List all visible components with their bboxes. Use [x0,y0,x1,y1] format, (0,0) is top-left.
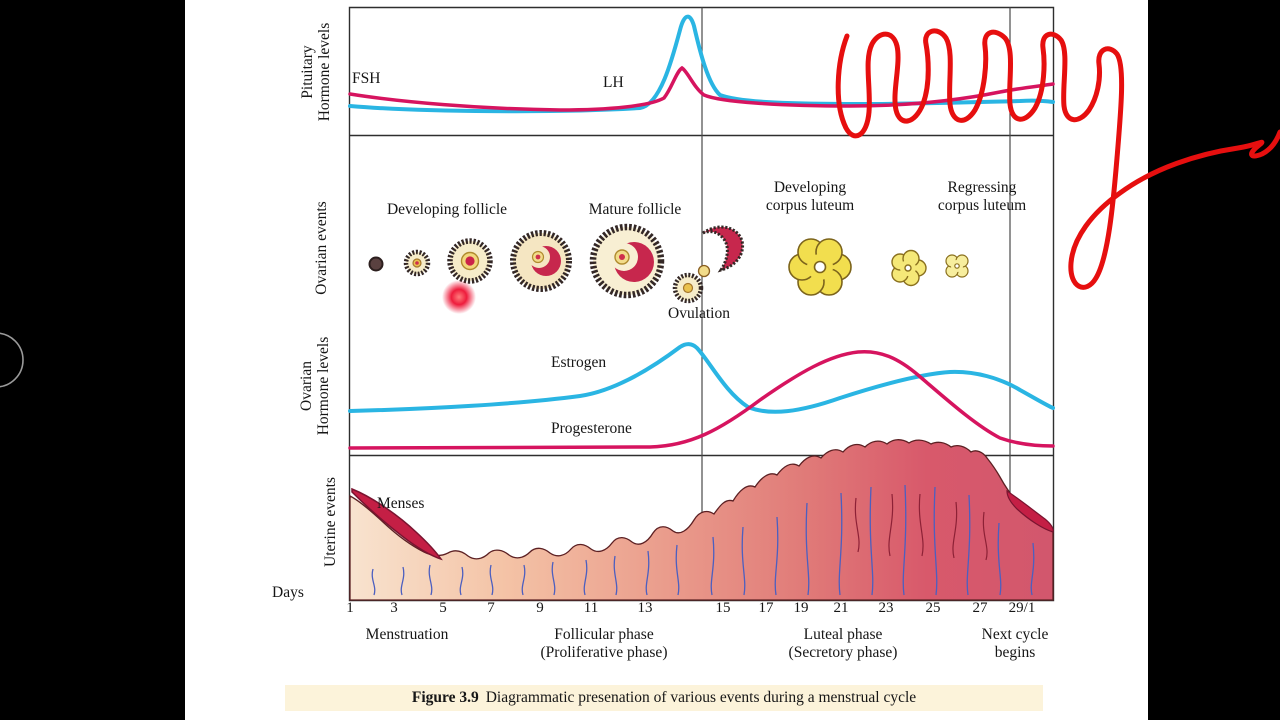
mature-follicle-label: Mature follicle [588,201,682,218]
ruptured-follicle [697,225,745,278]
regressing-corpus-luteum-2 [945,254,969,278]
day-tick: 5 [439,600,447,616]
ovulating-follicle [672,272,704,304]
fsh-curve [348,65,1055,112]
regressing-corpus-luteum-line2: corpus luteum [937,197,1027,214]
endometrium-vessels-dark [854,493,988,561]
endometrium-illustration [349,439,1054,601]
primordial-follicle [368,256,384,272]
primary-follicle [403,249,431,277]
estrogen-curve [348,342,1055,414]
phase-luteal-line2: (Secretory phase) [788,643,898,661]
day-tick: 1 [346,600,354,616]
lh-label: LH [603,74,624,91]
fsh-label: FSH [352,70,381,87]
secondary-follicle [447,238,493,284]
figure-caption: Figure 3.9 Diagrammatic presenation of v… [285,685,1043,711]
day-tick: 7 [487,600,495,616]
progesterone-label: Progesterone [551,420,632,437]
ovulation-label: Ovulation [668,305,730,322]
surge-handwriting-annotation [835,28,1280,290]
endometrium-vessels [371,484,1035,596]
developing-follicle-label: Developing follicle [386,201,508,218]
developing-corpus-luteum-illustration [788,238,852,296]
phase-next-cycle-line2: begins [994,643,1036,661]
developing-corpus-luteum-label: Developing corpus luteum [730,179,890,215]
regressing-corpus-luteum-line1: Regressing [947,179,1017,196]
day-tick: 9 [536,600,544,616]
laser-pointer-dot [442,280,476,314]
day-tick: 19 [793,600,809,616]
day-tick: 3 [390,600,398,616]
day-tick: 17 [758,600,774,616]
day-tick: 11 [583,600,599,616]
mature-follicle-illustration [589,223,665,299]
cycle-end-shedding [1006,489,1054,533]
menses-shedding [351,487,443,561]
tertiary-follicle [510,230,572,292]
phase-follicular: Follicular phase (Proliferative phase) [489,626,719,661]
phase-luteal-line1: Luteal phase [803,626,883,643]
day-tick: 23 [878,600,894,616]
phase-next-cycle-line1: Next cycle [981,626,1049,643]
regressing-corpus-luteum-1 [891,249,927,287]
figure-caption-number: Figure 3.9 [411,689,479,706]
phase-follicular-line2: (Proliferative phase) [540,643,668,661]
days-axis-label: Days [272,584,304,601]
day-tick: 21 [833,600,849,616]
developing-corpus-luteum-line1: Developing [773,179,847,196]
phase-follicular-line1: Follicular phase [554,626,654,643]
day-tick: 13 [637,600,653,616]
day-tick: 15 [715,600,731,616]
regressing-corpus-luteum-label: Regressing corpus luteum [902,179,1062,215]
player-overlay-circle [0,332,24,388]
day-tick: 29/1 [1008,600,1036,616]
phase-next-cycle: Next cycle begins [950,626,1080,661]
phase-luteal: Luteal phase (Secretory phase) [728,626,958,661]
day-tick: 25 [925,600,941,616]
estrogen-label: Estrogen [551,354,607,371]
figure-caption-text: Diagrammatic presenation of various even… [485,689,917,706]
progesterone-curve [348,349,1055,450]
phase-menstruation: Menstruation [322,626,492,644]
day-tick: 27 [972,600,988,616]
menses-label: Menses [377,495,425,512]
phase-menstruation-line1: Menstruation [365,626,449,643]
developing-corpus-luteum-line2: corpus luteum [765,197,855,214]
